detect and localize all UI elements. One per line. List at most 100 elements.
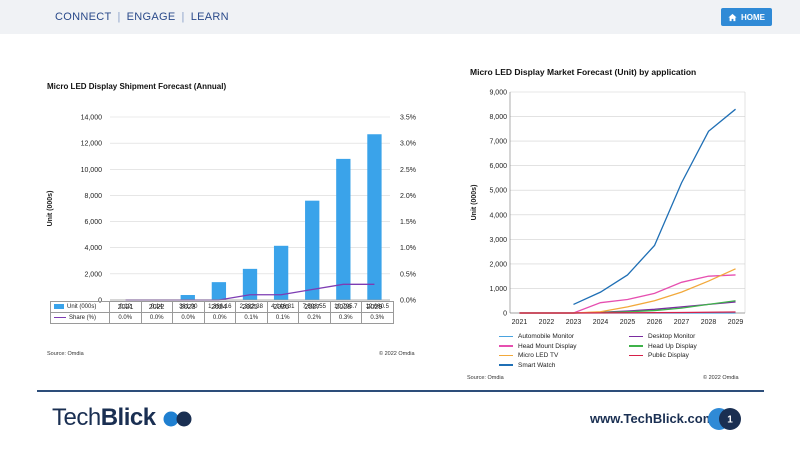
x-tick-label: 2024 xyxy=(593,319,609,326)
y2-tick-label: 0.0% xyxy=(400,298,416,305)
bar xyxy=(180,295,195,300)
legend-item: Automobile Monitor xyxy=(499,333,574,340)
table-cell: 0.1% xyxy=(235,312,268,324)
y-tick-label: 0 xyxy=(503,311,507,318)
y-tick-label: 4,000 xyxy=(84,245,102,252)
home-label: HOME xyxy=(741,12,765,22)
table-cell: 0.2% xyxy=(298,312,331,324)
legend-item: Smart Watch xyxy=(499,362,555,369)
home-icon xyxy=(728,13,737,21)
logo-blick: Blick xyxy=(100,404,156,431)
y2-tick-label: 3.5% xyxy=(400,115,416,122)
bar xyxy=(305,200,320,300)
x-tick-label: 2026 xyxy=(647,319,663,326)
x-tick-label: 2025 xyxy=(620,319,636,326)
table-cell: 12,680.5 xyxy=(361,301,394,313)
table-cell: 0.12 xyxy=(109,301,142,313)
legend-swatch xyxy=(499,335,513,338)
table-cell: 0.0% xyxy=(172,312,205,324)
left-source: Source: Omdia xyxy=(47,351,84,357)
table-cell: 10,795.7 xyxy=(329,301,362,313)
right-chart-title: Micro LED Display Market Forecast (Unit)… xyxy=(470,67,697,77)
legend-swatch xyxy=(629,354,643,357)
table-cell: 0.1% xyxy=(266,312,299,324)
legend-cell-units: Unit (000s) xyxy=(50,301,110,313)
x-tick-label: 2027 xyxy=(674,319,690,326)
logo-dots-icon xyxy=(163,411,192,427)
x-tick-label: 2029 xyxy=(728,319,744,326)
y-tick-label: 2,000 xyxy=(84,271,102,278)
nav-engage[interactable]: ENGAGE xyxy=(126,11,176,23)
y-tick-label: 8,000 xyxy=(489,114,507,121)
right-source: Source: Omdia xyxy=(467,375,504,381)
legend-swatch xyxy=(499,354,513,357)
bar-swatch xyxy=(54,303,64,309)
nav-separator: | xyxy=(117,11,121,23)
techblick-logo: TechBlick xyxy=(52,404,156,432)
y2-tick-label: 3.0% xyxy=(400,141,416,148)
data-table: Unit (000s) 0.12 0.14 381.90 1,366.16 2,… xyxy=(50,301,394,324)
row-label: Unit (000s) xyxy=(67,304,97,311)
logo-tech: Tech xyxy=(52,404,101,431)
nav-connect[interactable]: CONNECT xyxy=(55,11,112,23)
y2-tick-label: 2.0% xyxy=(400,193,416,200)
series-line xyxy=(519,311,736,314)
legend-label: Smart Watch xyxy=(518,361,556,369)
left-chart-title: Micro LED Display Shipment Forecast (Ann… xyxy=(47,82,227,91)
y-tick-label: 6,000 xyxy=(489,163,507,170)
y-tick-label: 3,000 xyxy=(489,237,507,244)
series-line xyxy=(573,108,736,305)
legend-swatch xyxy=(629,345,643,347)
bar xyxy=(211,282,227,300)
x-tick-label: 2022 xyxy=(539,319,555,326)
y-axis-label: Unit (000s) xyxy=(47,191,54,227)
y-tick-label: 10,000 xyxy=(81,167,103,174)
table-cell: 0.14 xyxy=(140,301,173,313)
bar xyxy=(336,158,351,300)
table-cell: 0.3% xyxy=(329,312,362,324)
row-label: Share (%) xyxy=(69,315,97,321)
y-tick-label: 8,000 xyxy=(84,193,102,200)
legend-item: Head Mount Display xyxy=(499,343,577,350)
bar xyxy=(273,245,289,300)
y-tick-label: 14,000 xyxy=(81,115,103,122)
legend-swatch xyxy=(499,345,513,347)
website-link[interactable]: www.TechBlick.com xyxy=(590,411,715,426)
table-cell: 7,598.55 xyxy=(298,301,331,313)
y-tick-label: 12,000 xyxy=(81,141,103,148)
home-button[interactable]: HOME xyxy=(721,8,772,26)
y-tick-label: 1,000 xyxy=(489,286,507,293)
y2-tick-label: 0.5% xyxy=(400,271,416,278)
y-tick-label: 9,000 xyxy=(489,90,507,97)
legend-label: Public Display xyxy=(648,352,689,359)
y-tick-label: 4,000 xyxy=(489,212,507,219)
bar xyxy=(367,134,382,300)
legend-label: Micro LED TV xyxy=(518,352,559,359)
application-forecast-chart: 0 1,000 2,000 3,000 4,000 5,000 6,000 7,000 8,00… xyxy=(471,90,746,326)
y2-tick-label: 1.0% xyxy=(400,245,416,252)
y-tick-label: 7,000 xyxy=(489,139,507,146)
nav-separator: | xyxy=(181,11,185,23)
y-tick-label: 6,000 xyxy=(84,219,102,226)
table-cell: 0.0% xyxy=(203,312,236,324)
table-cell: 0.3% xyxy=(361,312,394,324)
y-tick-label: 2,000 xyxy=(489,261,507,268)
table-cell: 0.0% xyxy=(140,312,173,324)
nav-learn[interactable]: LEARN xyxy=(190,11,229,23)
y-axis-label: Unit (000s) xyxy=(471,185,478,221)
x-tick-label: 2023 xyxy=(566,319,582,326)
legend-item: Micro LED TV xyxy=(499,352,558,359)
left-copyright: © 2022 Omdia xyxy=(379,351,415,357)
legend-label: Head Up Display xyxy=(648,342,697,350)
table-cell: 1,366.16 xyxy=(203,301,236,313)
top-nav: CONNECT | ENGAGE | LEARN xyxy=(55,11,229,23)
shipment-forecast-chart: 02,0004,0006,0008,00010,00012,00014,0000… xyxy=(47,115,416,312)
table-cell: 0.0% xyxy=(109,312,142,324)
y2-tick-label: 1.5% xyxy=(400,219,416,226)
legend-label: Head Mount Display xyxy=(518,342,577,350)
table-cell: 2,382.38 xyxy=(235,301,268,313)
bar xyxy=(242,268,258,300)
legend-cell-share: Share (%) xyxy=(50,312,110,324)
legend-item: Desktop Monitor xyxy=(629,333,695,340)
y-tick-label: 5,000 xyxy=(489,188,507,195)
